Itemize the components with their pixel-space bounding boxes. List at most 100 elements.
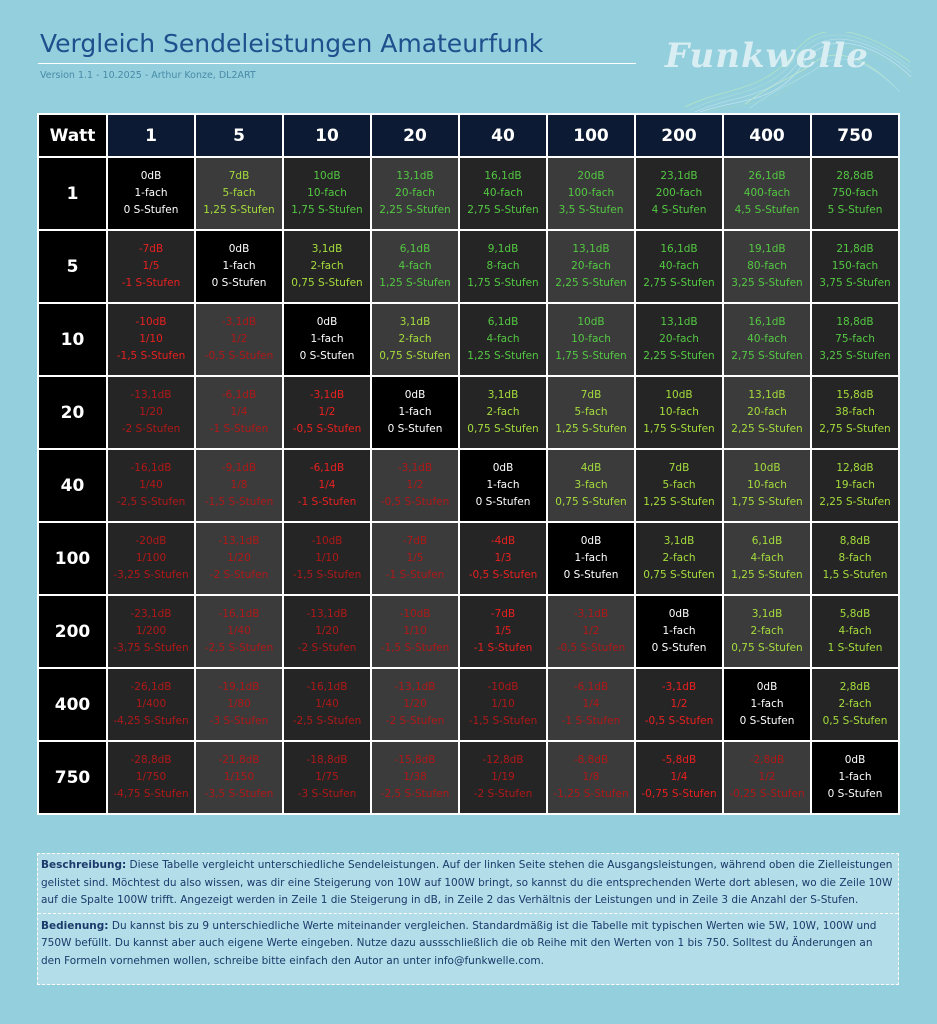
comparison-cell: 0dB 1-fach 0 S-Stufen — [810, 740, 900, 815]
cell-steps: -0,75 S-Stufen — [641, 788, 717, 800]
cell-db: -20dB — [135, 535, 167, 547]
column-header[interactable]: 40 — [458, 113, 548, 158]
cell-steps: 0 S-Stufen — [475, 496, 531, 508]
row-header[interactable]: 100 — [37, 521, 108, 596]
cell-db: 3,1dB — [311, 243, 343, 255]
comparison-cell: -13,1dB 1/20 -2 S-Stufen — [106, 375, 196, 450]
cell-ratio: 3-fach — [574, 479, 608, 491]
column-header[interactable]: 750 — [810, 113, 900, 158]
column-header[interactable]: 200 — [634, 113, 724, 158]
table-row: 20 -13,1dB 1/20 -2 S-Stufen -6,1dB 1/4 -1 S-St… — [37, 375, 900, 450]
cell-steps: 1,25 S-Stufen — [731, 569, 803, 581]
cell-db: 7dB — [580, 389, 602, 401]
comparison-cell: 15,8dB 38-fach 2,75 S-Stufen — [810, 375, 900, 450]
bedienung-text: Du kannst bis zu 9 unterschiedliche Wert… — [41, 919, 877, 967]
cell-db: -10dB — [399, 608, 431, 620]
column-header[interactable]: 100 — [546, 113, 636, 158]
cell-ratio: 1/5 — [494, 625, 512, 637]
cell-ratio: 1/20 — [227, 552, 251, 564]
cell-ratio: 1/20 — [403, 698, 427, 710]
comparison-cell: -23,1dB 1/200 -3,75 S-Stufen — [106, 594, 196, 669]
column-header[interactable]: 20 — [370, 113, 460, 158]
row-header[interactable]: 200 — [37, 594, 108, 669]
cell-db: 21,8dB — [836, 243, 874, 255]
table-row: 100 -20dB 1/100 -3,25 S-Stufen -13,1dB 1/20 -2… — [37, 521, 900, 596]
cell-db: -8,8dB — [573, 754, 609, 766]
cell-db: 0dB — [140, 170, 162, 182]
row-header[interactable]: 10 — [37, 302, 108, 377]
cell-steps: 1 S-Stufen — [827, 642, 883, 654]
cell-steps: 4 S-Stufen — [651, 204, 707, 216]
cell-ratio: 1/100 — [135, 552, 167, 564]
cell-steps: 3,25 S-Stufen — [819, 350, 891, 362]
comparison-cell: -7dB 1/5 -1 S-Stufen — [106, 229, 196, 304]
cell-db: -13,1dB — [394, 681, 436, 693]
cell-db: -6,1dB — [573, 681, 609, 693]
version-subtitle: Version 1.1 - 10.2025 - Arthur Konze, DL… — [40, 70, 256, 81]
comparison-cell: 9,1dB 8-fach 1,75 S-Stufen — [458, 229, 548, 304]
cell-steps: 2,25 S-Stufen — [643, 350, 715, 362]
comparison-cell: -6,1dB 1/4 -1 S-Stufen — [546, 667, 636, 742]
cell-steps: -1,5 S-Stufen — [468, 715, 538, 727]
cell-steps: -1 S-Stufen — [121, 277, 181, 289]
column-header[interactable]: 1 — [106, 113, 196, 158]
cell-steps: 3,5 S-Stufen — [558, 204, 624, 216]
comparison-cell: -18,8dB 1/75 -3 S-Stufen — [282, 740, 372, 815]
cell-ratio: 40-fach — [659, 260, 699, 272]
cell-steps: 1,25 S-Stufen — [379, 277, 451, 289]
column-header[interactable]: 10 — [282, 113, 372, 158]
cell-ratio: 1/400 — [135, 698, 167, 710]
cell-db: 13,1dB — [748, 389, 786, 401]
cell-ratio: 1-fach — [574, 552, 608, 564]
comparison-cell: 13,1dB 20-fach 2,25 S-Stufen — [722, 375, 812, 450]
cell-db: 3,1dB — [751, 608, 783, 620]
cell-steps: -1,5 S-Stufen — [380, 642, 450, 654]
bedienung-label: Bedienung: — [41, 919, 109, 932]
cell-ratio: 20-fach — [659, 333, 699, 345]
cell-ratio: 1/10 — [139, 333, 163, 345]
cell-ratio: 19-fach — [835, 479, 875, 491]
comparison-cell: 10dB 10-fach 1,75 S-Stufen — [722, 448, 812, 523]
column-header[interactable]: 5 — [194, 113, 284, 158]
cell-steps: 0 S-Stufen — [563, 569, 619, 581]
comparison-cell: -3,1dB 1/2 -0,5 S-Stufen — [634, 667, 724, 742]
cell-db: -3,1dB — [661, 681, 697, 693]
column-header[interactable]: 400 — [722, 113, 812, 158]
row-header[interactable]: 400 — [37, 667, 108, 742]
cell-steps: -0,5 S-Stufen — [644, 715, 714, 727]
beschreibung-paragraph: Beschreibung: Diese Tabelle vergleicht u… — [41, 857, 895, 910]
cell-steps: -0,5 S-Stufen — [556, 642, 626, 654]
cell-ratio: 20-fach — [571, 260, 611, 272]
cell-db: -16,1dB — [306, 681, 348, 693]
cell-db: -26,1dB — [130, 681, 172, 693]
comparison-cell: -16,1dB 1/40 -2,5 S-Stufen — [282, 667, 372, 742]
cell-db: 13,1dB — [396, 170, 434, 182]
row-header[interactable]: 750 — [37, 740, 108, 815]
cell-db: 20dB — [577, 170, 605, 182]
logo-text: Funkwelle — [665, 36, 869, 76]
cell-db: -15,8dB — [394, 754, 436, 766]
comparison-cell: 0dB 1-fach 0 S-Stufen — [458, 448, 548, 523]
cell-ratio: 1-fach — [750, 698, 784, 710]
cell-steps: 1,25 S-Stufen — [643, 496, 715, 508]
cell-steps: 0,75 S-Stufen — [379, 350, 451, 362]
cell-steps: 0,75 S-Stufen — [731, 642, 803, 654]
cell-ratio: 1-fach — [486, 479, 520, 491]
row-header[interactable]: 20 — [37, 375, 108, 450]
cell-db: -18,8dB — [306, 754, 348, 766]
cell-ratio: 75-fach — [835, 333, 875, 345]
cell-steps: -2 S-Stufen — [473, 788, 533, 800]
table-body: 1 0dB 1-fach 0 S-Stufen 7dB 5-fach 1,25 S-Stuf… — [37, 156, 900, 815]
comparison-cell: -3,1dB 1/2 -0,5 S-Stufen — [370, 448, 460, 523]
cell-db: 16,1dB — [748, 316, 786, 328]
row-header[interactable]: 1 — [37, 156, 108, 231]
comparison-cell: 0dB 1-fach 0 S-Stufen — [722, 667, 812, 742]
cell-steps: -3,25 S-Stufen — [113, 569, 189, 581]
row-header[interactable]: 40 — [37, 448, 108, 523]
cell-steps: -2,5 S-Stufen — [380, 788, 450, 800]
cell-steps: 1,75 S-Stufen — [731, 496, 803, 508]
cell-db: 28,8dB — [836, 170, 874, 182]
cell-db: -3,1dB — [573, 608, 609, 620]
cell-steps: 2,25 S-Stufen — [379, 204, 451, 216]
row-header[interactable]: 5 — [37, 229, 108, 304]
